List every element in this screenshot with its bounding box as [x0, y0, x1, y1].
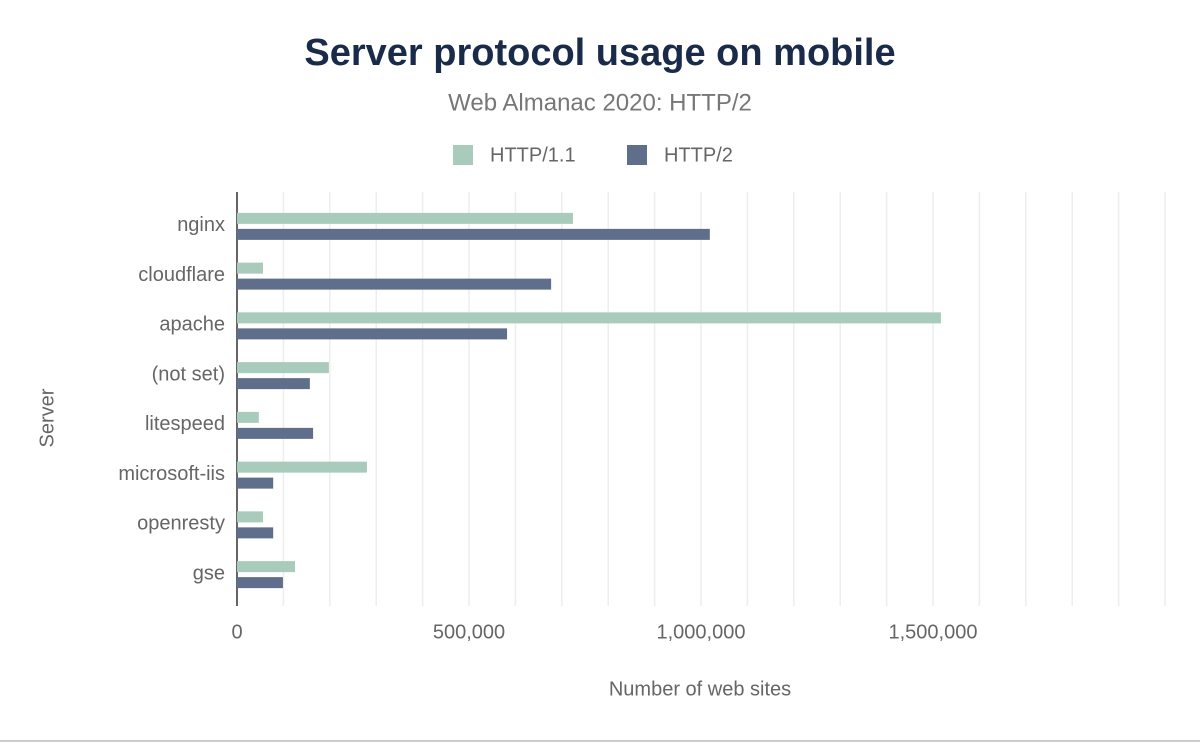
legend-swatch	[627, 145, 647, 165]
bar	[237, 527, 274, 539]
bar	[237, 477, 274, 489]
y-tick-label: openresty	[137, 513, 225, 535]
bar	[237, 328, 508, 340]
legend-label: HTTP/2	[664, 144, 733, 166]
bar	[237, 461, 367, 473]
y-tick-label: apache	[159, 314, 225, 336]
y-axis-label: Server	[36, 388, 58, 447]
bar	[237, 212, 573, 224]
chart-subtitle: Web Almanac 2020: HTTP/2	[448, 89, 752, 116]
bar	[237, 378, 310, 390]
bar	[237, 577, 283, 589]
legend-swatch	[453, 145, 473, 165]
bar	[237, 262, 263, 274]
bar	[237, 362, 329, 374]
bar	[237, 561, 295, 573]
bar	[237, 278, 552, 290]
bar	[237, 511, 263, 523]
bar	[237, 228, 710, 240]
y-tick-label: litespeed	[145, 413, 225, 435]
y-tick-label: cloudflare	[138, 264, 225, 286]
bar	[237, 411, 259, 423]
x-tick-label: 1,500,000	[889, 621, 978, 643]
bar	[237, 312, 941, 324]
x-tick-label: 500,000	[433, 621, 505, 643]
y-tick-label: microsoft-iis	[118, 463, 225, 485]
x-axis-label: Number of web sites	[609, 678, 791, 700]
y-tick-label: nginx	[177, 214, 225, 236]
x-tick-label: 1,000,000	[657, 621, 746, 643]
x-tick-label: 0	[231, 621, 242, 643]
y-tick-label: (not set)	[152, 363, 225, 385]
bar	[237, 427, 314, 439]
legend-label: HTTP/1.1	[490, 144, 576, 166]
y-tick-label: gse	[193, 562, 225, 584]
chart-title: Server protocol usage on mobile	[304, 32, 895, 74]
